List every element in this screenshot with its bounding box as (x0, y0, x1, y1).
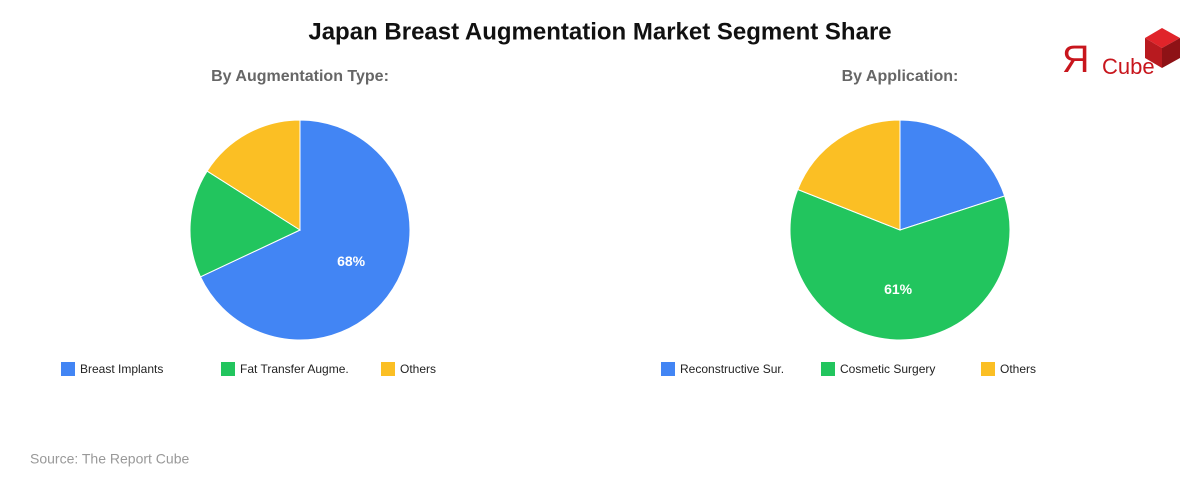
legend-swatch (981, 362, 995, 376)
legend-swatch (821, 362, 835, 376)
pie-slice (199, 119, 411, 341)
slice-label: 68% (337, 253, 366, 269)
logo-mark: Я (1062, 39, 1089, 81)
pie-slice (797, 119, 901, 231)
legend-swatch (221, 362, 235, 376)
page-title: Japan Breast Augmentation Market Segment… (308, 18, 891, 45)
legend-label: Reconstructive Sur. (680, 362, 784, 376)
pie-slice (206, 119, 301, 231)
logo-cube-top (1145, 28, 1180, 48)
legend-label: Breast Implants (80, 362, 163, 376)
legend-swatch (61, 362, 75, 376)
source: Source: The Report Cube (30, 451, 189, 467)
logo-cube-right (1162, 38, 1180, 68)
logo-text: Cube (1102, 54, 1155, 79)
pie-slice (899, 119, 1006, 231)
legend-swatch (661, 362, 675, 376)
legend-swatch (381, 362, 395, 376)
logo-cube-left (1145, 38, 1162, 68)
legend-label: Others (400, 362, 436, 376)
slice-label: 61% (884, 281, 913, 297)
pie-slice (789, 188, 1011, 341)
chart-subtitle: By Application: (842, 68, 959, 85)
logo: Я Cube (1062, 28, 1180, 81)
legend-label: Fat Transfer Augme. (240, 362, 349, 376)
legend-label: Cosmetic Surgery (840, 362, 935, 376)
chart-subtitle: By Augmentation Type: (211, 68, 389, 85)
pie-slice (189, 170, 302, 278)
legend-label: Others (1000, 362, 1036, 376)
